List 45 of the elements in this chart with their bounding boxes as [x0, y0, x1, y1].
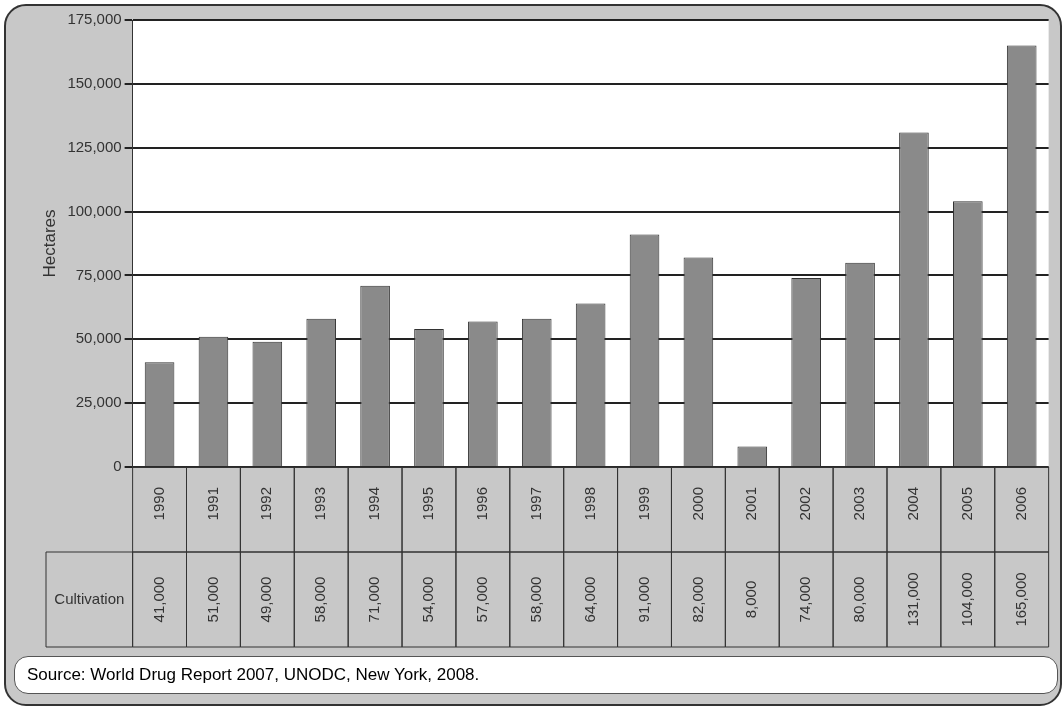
- data-label: 80,000: [850, 576, 868, 623]
- y-tick-label: 150,000: [67, 74, 122, 91]
- x-tick-label: 2005: [957, 487, 975, 521]
- data-label: 58,000: [526, 576, 544, 623]
- y-axis-title: Hectares: [39, 209, 59, 278]
- x-tick-label: 1998: [580, 487, 598, 521]
- x-tick-label: 2001: [742, 487, 760, 521]
- source-note: Source: World Drug Report 2007, UNODC, New York, 2008.: [27, 665, 480, 684]
- data-label: 57,000: [473, 576, 491, 623]
- data-label: 41,000: [149, 576, 167, 623]
- data-label: 8,000: [742, 580, 760, 619]
- data-label: 74,000: [796, 576, 814, 623]
- x-tick-label: 2003: [850, 487, 868, 521]
- y-tick-label: 175,000: [67, 10, 122, 28]
- data-label: 91,000: [634, 576, 652, 623]
- y-tick-label: 75,000: [75, 265, 122, 283]
- x-tick-label: 1997: [526, 487, 544, 521]
- data-label: 58,000: [311, 576, 329, 623]
- data-label: 131,000: [904, 572, 922, 627]
- x-tick-label: 1995: [419, 487, 437, 521]
- text: Cultivation: [54, 589, 125, 607]
- y-tick-label: 25,000: [75, 393, 122, 411]
- data-label: 64,000: [580, 576, 598, 623]
- data-label: 54,000: [419, 576, 437, 623]
- data-label: 51,000: [203, 576, 221, 623]
- data-label: 82,000: [688, 576, 706, 623]
- x-tick-label: 1991: [203, 487, 221, 521]
- x-tick-label: 2002: [796, 487, 814, 521]
- x-tick-label: 1996: [473, 487, 491, 521]
- x-tick-label: 1993: [311, 487, 329, 521]
- y-tick-label: 100,000: [67, 201, 122, 219]
- y-tick-label: 50,000: [75, 329, 122, 347]
- data-label: 104,000: [957, 572, 975, 627]
- data-label: 71,000: [365, 576, 383, 623]
- data-label: 165,000: [1011, 572, 1029, 627]
- y-tick-label: 125,000: [67, 137, 122, 155]
- x-tick-label: 1999: [634, 487, 652, 521]
- data-label: 49,000: [257, 576, 275, 623]
- x-tick-label: 1992: [257, 487, 275, 521]
- x-tick-label: 2004: [904, 487, 922, 521]
- y-tick-label: 0: [113, 457, 122, 475]
- x-tick-label: 1994: [365, 487, 383, 521]
- x-tick-label: 2000: [688, 487, 706, 521]
- x-tick-label: 2006: [1011, 487, 1029, 521]
- x-tick-label: 1990: [149, 487, 167, 521]
